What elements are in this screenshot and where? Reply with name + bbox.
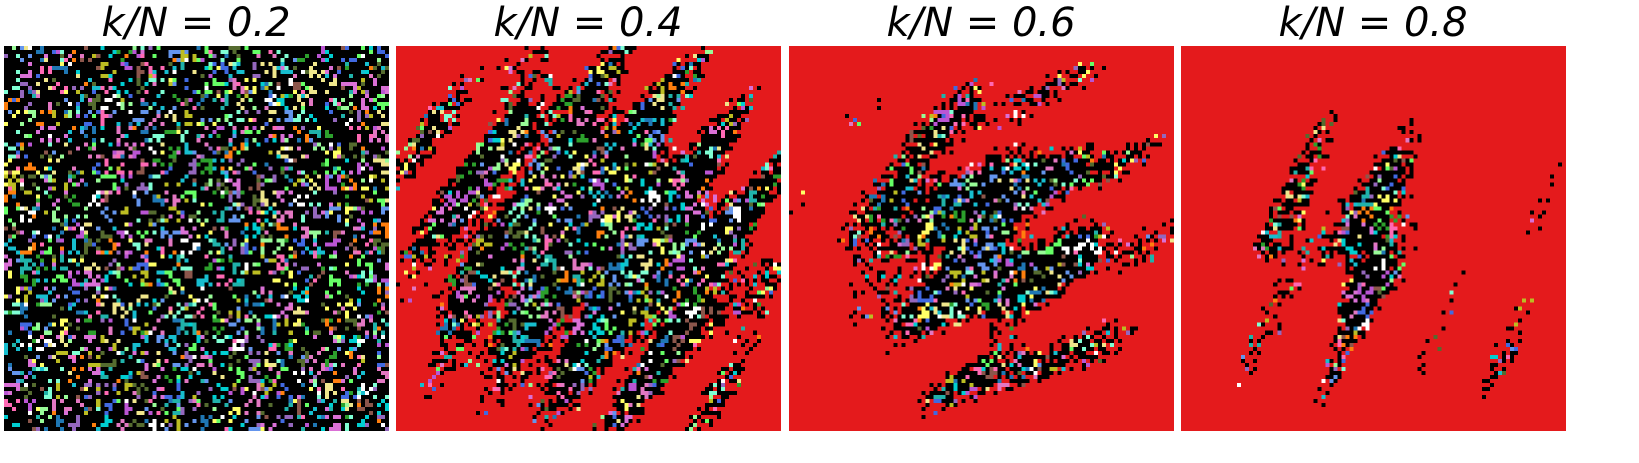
cluster-cells xyxy=(1249,166,1402,347)
cluster-cells xyxy=(12,46,389,423)
panel-title: k/N = 0.4 xyxy=(493,0,682,46)
panel-title: k/N = 0.2 xyxy=(101,0,290,46)
lattice-panel xyxy=(1181,46,1566,431)
lattice-panel xyxy=(789,46,1174,431)
cluster-cells xyxy=(789,46,1174,431)
cluster-cells xyxy=(4,46,389,423)
lattice-panel xyxy=(396,46,781,432)
panel-title: k/N = 0.8 xyxy=(1278,0,1467,46)
cluster-cells xyxy=(460,78,741,423)
cluster-cells xyxy=(412,74,777,383)
cluster-cells xyxy=(4,50,389,432)
cluster-cells xyxy=(16,54,389,431)
panel-title: k/N = 0.6 xyxy=(886,0,1075,46)
cluster-cells xyxy=(4,46,389,427)
cluster-cells xyxy=(4,46,389,431)
cluster-cells xyxy=(4,62,385,432)
lattice-panel xyxy=(4,46,390,432)
cluster-cells xyxy=(12,62,389,432)
cluster-cells xyxy=(869,78,1126,407)
